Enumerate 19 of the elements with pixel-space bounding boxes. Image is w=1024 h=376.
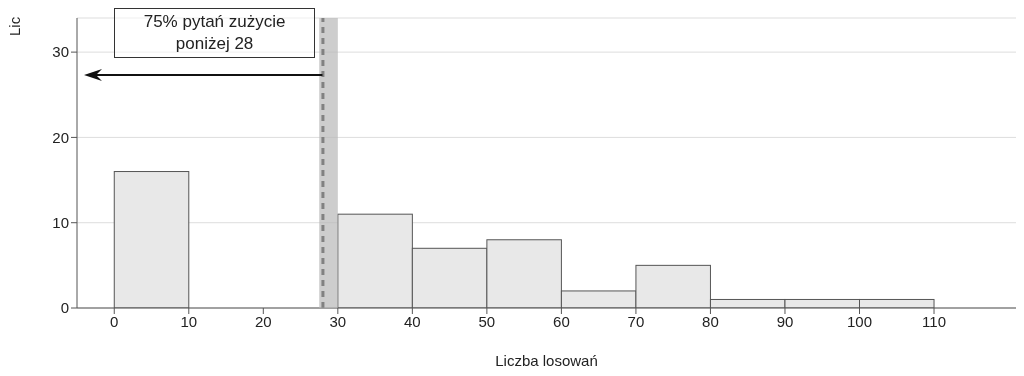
x-tick-label: 0 [110,312,119,330]
x-tick-label: 10 [180,312,198,330]
note-box: 75% pytań zużycie poniżej 28 [114,8,315,58]
x-tick-label: 20 [254,312,272,330]
y-tick-label: 10 [52,214,69,232]
x-tick-label: 80 [702,312,719,330]
x-tick-label: 50 [478,312,496,330]
x-tick-label: 90 [776,312,794,330]
x-tick-label: 100 [846,312,873,330]
y-axis-title: Lic [6,16,23,36]
y-tick-label: 20 [52,128,69,146]
x-axis-title: Liczba losowań [495,352,598,369]
x-tick-label: 70 [627,312,645,330]
x-tick-label: 110 [922,312,946,330]
x-tick-label: 60 [553,312,570,330]
y-tick-label: 30 [52,43,69,61]
y-tick-label: 0 [60,299,69,317]
x-tick-label: 30 [329,312,347,330]
x-tick-label: 40 [404,312,421,330]
